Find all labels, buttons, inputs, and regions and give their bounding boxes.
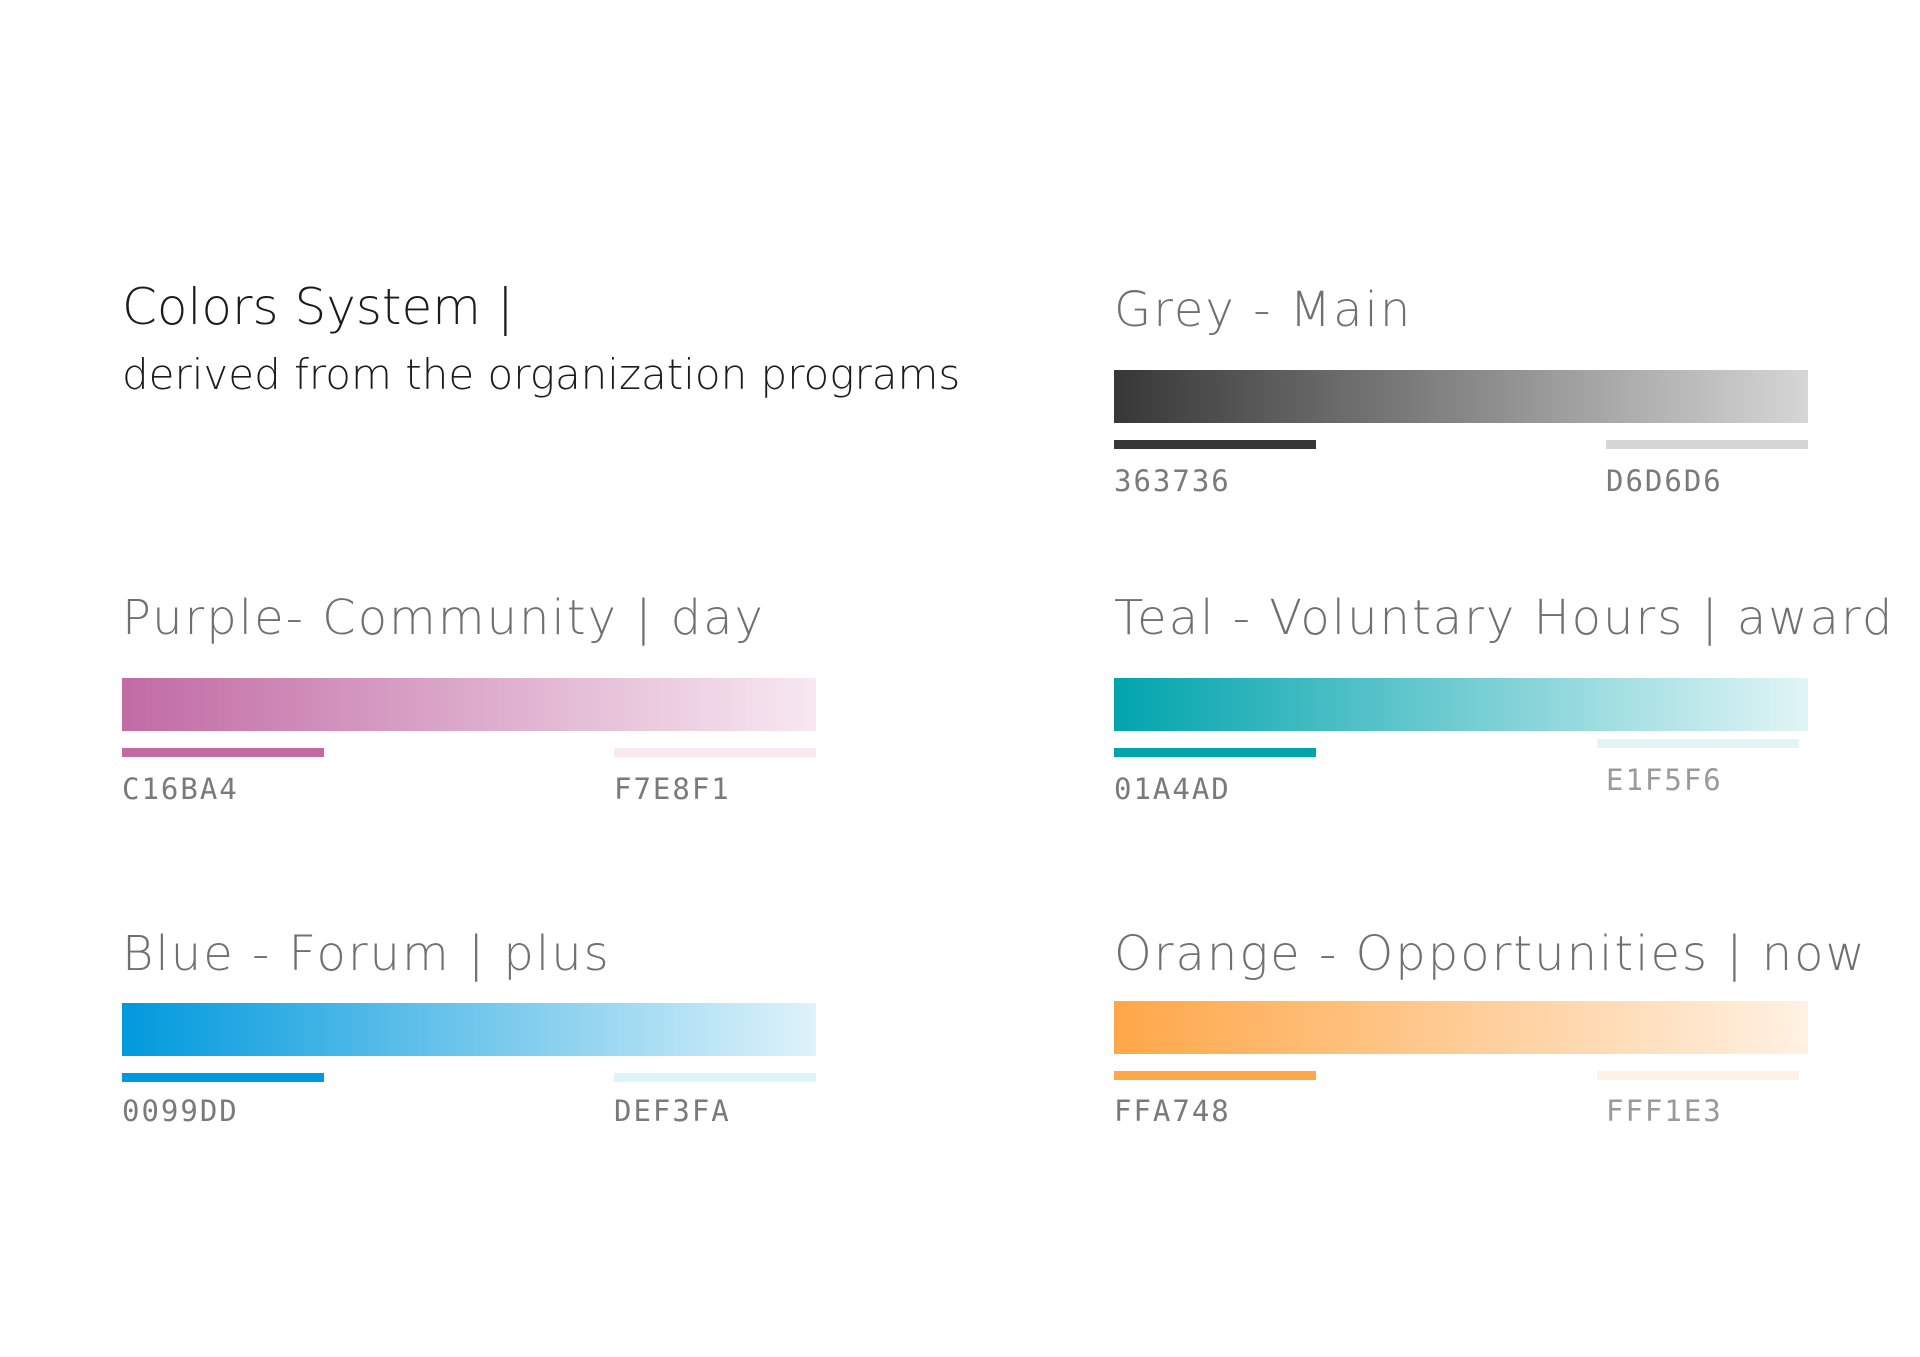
end-swatch (1597, 739, 1799, 748)
palette-grey: Grey - Main 363736 D6D6D6 (1114, 280, 1808, 498)
palette-title: Grey - Main (1114, 282, 1413, 338)
start-hex-label: 01A4AD (1114, 772, 1231, 806)
start-hex-label: FFA748 (1114, 1094, 1231, 1128)
gradient-bar (122, 1003, 816, 1056)
palette-title: Blue - Forum | plus (122, 926, 611, 982)
gradient-bar (1114, 1001, 1808, 1054)
page-subtitle: derived from the organization programs (122, 350, 961, 399)
end-swatch (1597, 1071, 1799, 1080)
intro-block: Colors System | derived from the organiz… (122, 272, 982, 408)
end-hex-label: F7E8F1 (614, 772, 731, 806)
gradient-bar (1114, 678, 1808, 731)
end-swatch (614, 748, 816, 757)
gradient-bar (122, 678, 816, 731)
end-hex-label: DEF3FA (614, 1094, 731, 1128)
start-hex-label: 0099DD (122, 1094, 239, 1128)
palette-orange: Orange - Opportunities | now FFA748 FFF1… (1114, 924, 1867, 1128)
palette-title: Orange - Opportunities | now (1114, 926, 1867, 982)
gradient-bar (1114, 370, 1808, 423)
end-hex-label: E1F5F6 (1606, 763, 1723, 797)
page-title: Colors System | (122, 278, 514, 336)
palette-blue: Blue - Forum | plus 0099DD DEF3FA (122, 924, 816, 1128)
start-swatch (122, 1073, 324, 1082)
palette-title: Purple- Community | day (122, 590, 765, 646)
end-hex-label: D6D6D6 (1606, 464, 1723, 498)
start-swatch (1114, 440, 1316, 449)
palette-purple: Purple- Community | day C16BA4 F7E8F1 (122, 588, 816, 806)
palette-title: Teal - Voluntary Hours | award (1114, 590, 1895, 646)
start-swatch (1114, 1071, 1316, 1080)
start-swatch (1114, 748, 1316, 757)
palette-teal: Teal - Voluntary Hours | award 01A4AD E1… (1114, 588, 1895, 806)
start-hex-label: C16BA4 (122, 772, 239, 806)
start-swatch (122, 748, 324, 757)
end-swatch (1606, 440, 1808, 449)
end-swatch (614, 1073, 816, 1082)
start-hex-label: 363736 (1114, 464, 1231, 498)
end-hex-label: FFF1E3 (1606, 1094, 1723, 1128)
